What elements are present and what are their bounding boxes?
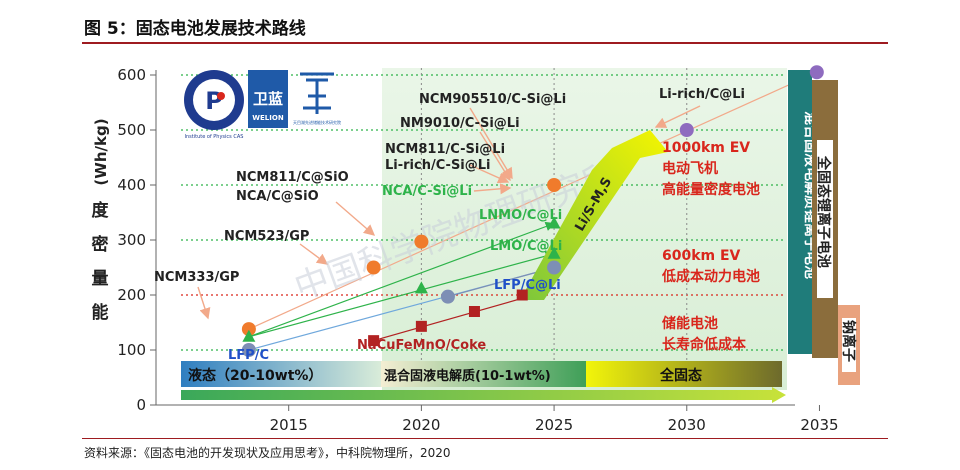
y-tick-label: 100 (117, 341, 146, 359)
marker-orange-2 (366, 260, 381, 275)
label-lmo: LMO/C@Li (490, 239, 562, 254)
label-ncm811-c-sio: NCM811/C@SiO (236, 170, 349, 185)
marker-orange-3 (414, 234, 429, 249)
x-tick-label: 2030 (668, 416, 706, 434)
annotation-aircraft: 电动飞机 (662, 160, 718, 177)
source-rule (82, 438, 888, 439)
trend-line-orange (248, 71, 818, 330)
marker-purple-2 (809, 65, 824, 80)
side-bar-hybrid (788, 70, 812, 354)
marker-orange-4 (547, 178, 562, 192)
y-axis-label-char-2: 量 (92, 268, 109, 289)
y-axis-label-char-4: 度 (92, 200, 110, 221)
logo2-cn: 卫蓝 (253, 90, 283, 108)
logo-institute-physics: P Institute of Physics CAS (184, 70, 244, 140)
marker-dark-red-2 (415, 320, 427, 332)
trend-line-red (373, 289, 545, 342)
logo1-text: Institute of Physics CAS (185, 134, 244, 140)
label-lfp-c: LFP/C (228, 348, 269, 363)
figure-title: 图 5：固态电池发展技术路线 (84, 19, 306, 39)
timeline-arrow (181, 387, 786, 403)
y-tick-label: 500 (117, 121, 146, 139)
trend-line-green-2 (248, 251, 556, 338)
y-axis: 0 100 200 300 400 500 600 (117, 66, 157, 414)
marker-green-1 (242, 329, 256, 342)
marker-blue-grey-2 (440, 289, 455, 304)
label-lfp-c-li: LFP/C@Li (494, 278, 561, 293)
label-lnmo: LNMO/C@Li (479, 208, 562, 223)
pointer-ncm811-li (469, 164, 510, 184)
y-tick-label: 400 (117, 176, 146, 194)
marker-blue-grey-3 (547, 260, 562, 275)
y-axis-label-char-3: 密 (92, 234, 109, 255)
pointer-ncm333 (197, 286, 211, 320)
y-tick-label: 0 (136, 396, 146, 414)
band-hybrid-label: 混合固液电解质(10-1wt%) (384, 368, 551, 384)
x-tick-label: 2025 (535, 416, 573, 434)
band-liquid-label: 液态（20-10wt%） (188, 367, 322, 384)
marker-orange-1 (241, 322, 256, 337)
logo2-en: WELION (252, 114, 284, 122)
annotation-low-cost-power: 低成本动力电池 (661, 268, 760, 285)
annotation-high-energy: 高能量密度电池 (662, 181, 760, 198)
band-liquid (181, 361, 381, 387)
y-axis-label-char-1: 能 (92, 302, 109, 323)
side-bar-sodium-label: 钠离子 (840, 320, 857, 362)
label-ncm333: NCM333/GP (154, 270, 239, 285)
pointer-li-rich (654, 105, 701, 128)
pointer-nm9010 (479, 131, 511, 182)
marker-dark-red-4 (516, 289, 528, 301)
marker-green-4 (547, 216, 561, 229)
data-markers (241, 65, 824, 357)
x-tick-label: 2015 (270, 416, 308, 434)
marker-purple-1 (679, 123, 694, 137)
label-nm9010: NM9010/C-Si@Li (400, 116, 520, 131)
side-bars: 混合固液电解质锂离子电池 全固态锂离子电池 钠离子 (788, 70, 860, 385)
logo-welion: 卫蓝 WELION (248, 70, 288, 128)
label-nca-c-si-li: NCA/C-Si@Li (382, 184, 472, 199)
svg-text:P: P (205, 87, 223, 115)
marker-dark-red-3 (468, 306, 480, 317)
label-ncm811-c-si-li: NCM811/C-Si@Li (385, 142, 505, 157)
label-ncm523: NCM523/GP (224, 229, 309, 244)
band-hybrid (381, 361, 586, 387)
pointer-ncm523 (299, 243, 329, 265)
pointer-nca-c-si-li (473, 183, 512, 195)
title-rule (82, 42, 888, 44)
x-tick-label: 2035 (800, 416, 838, 434)
marker-blue-grey-1 (241, 343, 256, 357)
logo-tianmu-lake: 天目湖先进储能技术研究院 (293, 72, 341, 125)
band-solid (586, 361, 782, 387)
label-nca-c-sio: NCA/C@SiO (236, 189, 319, 204)
trend-line-green-1 (248, 221, 556, 338)
y-tick-label: 600 (117, 66, 146, 84)
pointer-nca-c-sio (335, 201, 376, 236)
annotation-600km: 600km EV (662, 248, 741, 264)
logo3-text: 天目湖先进储能技术研究院 (293, 119, 341, 125)
annotation-long-life: 长寿命低成本 (662, 336, 747, 353)
electrolyte-bands: 液态（20-10wt%） 混合固液电解质(10-1wt%) 全固态 (181, 361, 786, 403)
y-axis-label: 能 量 密 度 (Wh/kg) (92, 118, 111, 323)
label-li-rich-c-si-li: Li-rich/C-Si@Li (385, 158, 491, 173)
marker-dark-red-1 (368, 335, 380, 347)
marker-green-2 (414, 281, 428, 294)
application-annotations: 1000km EV 电动飞机 高能量密度电池 600km EV 低成本动力电池 … (661, 140, 760, 353)
y-axis-unit: (Wh/kg) (92, 118, 110, 185)
y-tick-label: 300 (117, 231, 146, 249)
label-nacufemno: NaCuFeMnO/Coke (357, 338, 486, 353)
marker-green-3 (547, 246, 561, 259)
annotation-storage: 储能电池 (661, 315, 718, 332)
annotation-1000km: 1000km EV (662, 140, 750, 156)
pointer-ncm905510 (469, 107, 513, 180)
source-note: 资料来源：《固态电池的开发现状及应用思考》，中科院物理所，2020 (84, 446, 451, 460)
band-solid-label: 全固态 (659, 367, 702, 384)
x-tick-label: 2020 (402, 416, 440, 434)
x-axis: 2015 2020 2025 2030 2035 (156, 404, 839, 434)
y-tick-label: 200 (117, 286, 146, 304)
point-labels: NCM333/GP NCM523/GP NCM811/C@SiO NCA/C@S… (154, 87, 745, 363)
label-li-rich-c-li: Li-rich/C@Li (659, 87, 745, 102)
label-ncm905510: NCM905510/C-Si@Li (419, 92, 566, 107)
side-bar-solid-label: 全固态锂离子电池 (815, 155, 832, 268)
